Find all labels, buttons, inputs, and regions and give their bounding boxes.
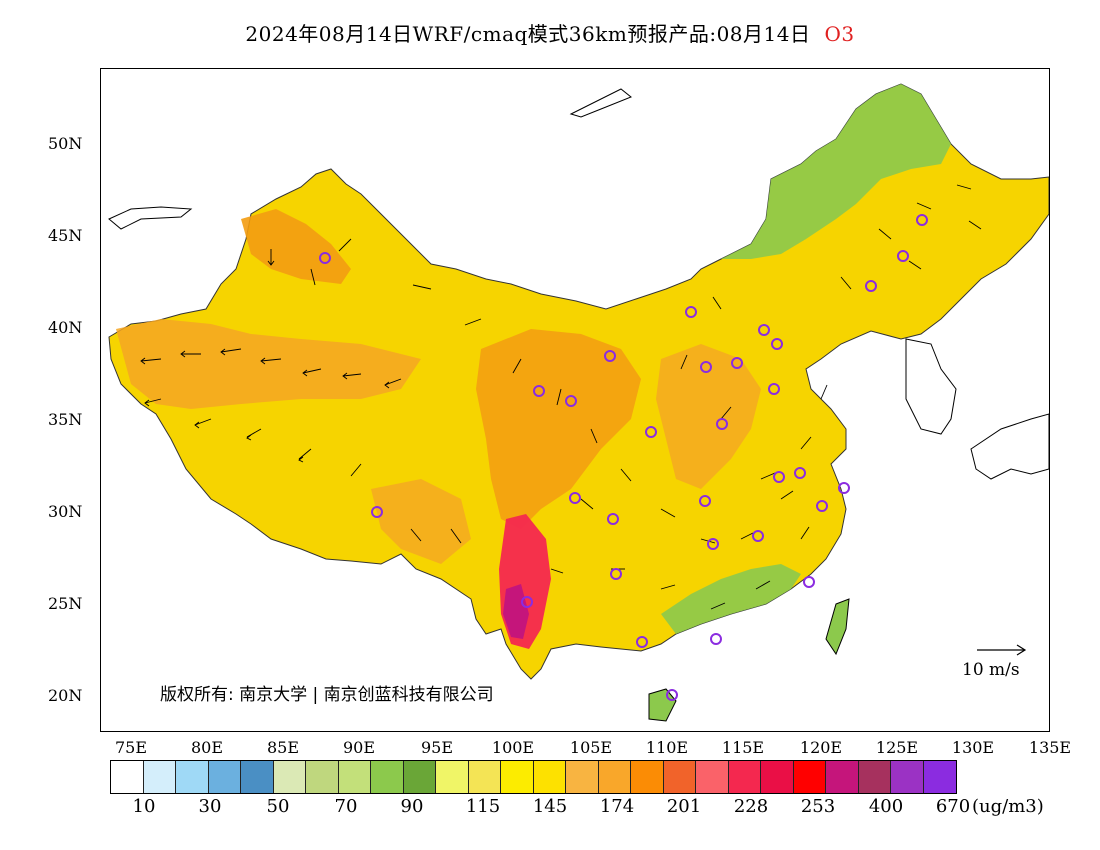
lon-label-115e: 115E <box>721 738 765 757</box>
legend-swatch <box>566 761 599 793</box>
legend-swatch <box>501 761 534 793</box>
lon-label-85e: 85E <box>266 738 300 757</box>
lat-label-50n: 50N <box>48 134 83 153</box>
ozone-plume-north-west <box>241 209 351 284</box>
legend-label-145: 145 <box>532 796 568 817</box>
legend-swatch <box>241 761 274 793</box>
lon-label-100e: 100E <box>491 738 535 757</box>
legend-label-70: 70 <box>334 796 358 817</box>
korea-coastline <box>905 338 957 435</box>
copyright-notice: 版权所有: 南京大学 | 南京创蓝科技有限公司 <box>160 685 494 705</box>
legend-label-201: 201 <box>666 796 702 817</box>
lon-label-135e: 135E <box>1028 738 1072 757</box>
legend-label-90: 90 <box>400 796 424 817</box>
legend-swatch <box>468 761 501 793</box>
lat-label-20n: 20N <box>48 686 83 705</box>
japan-coastline <box>970 413 1049 480</box>
kazakhstan-lake <box>108 206 193 230</box>
wind-reference-arrow-icon <box>977 644 1027 656</box>
legend-swatch <box>338 761 371 793</box>
legend-swatch <box>793 761 826 793</box>
ozone-plume-central <box>476 329 641 529</box>
wind-vectors <box>140 184 982 610</box>
legend-swatch <box>208 761 241 793</box>
lon-label-105e: 105E <box>569 738 613 757</box>
taiwan-coastline <box>825 598 850 656</box>
legend-unit: (ug/m3) <box>972 796 1044 817</box>
low-ozone-northeast <box>721 84 951 259</box>
legend-label-174: 174 <box>599 796 635 817</box>
legend-swatch <box>696 761 729 793</box>
lat-label-25n: 25N <box>48 594 83 613</box>
ozone-plume-tibet <box>371 479 471 564</box>
russia-coastline <box>569 88 632 118</box>
legend-label-10: 10 <box>132 796 156 817</box>
lat-label-45n: 45N <box>48 226 83 245</box>
legend-swatch <box>176 761 209 793</box>
concentration-map <box>108 83 1049 722</box>
city-markers <box>319 214 928 701</box>
ozone-plume-east <box>656 344 761 489</box>
legend-swatch <box>923 761 956 793</box>
lon-label-125e: 125E <box>875 738 919 757</box>
legend-swatch <box>403 761 436 793</box>
map-panel <box>100 68 1050 732</box>
lat-label-40n: 40N <box>48 318 83 337</box>
ozone-plume-west <box>116 319 421 409</box>
legend-swatch <box>111 761 144 793</box>
legend-swatch <box>891 761 924 793</box>
hainan-coastline <box>648 688 677 722</box>
map-title: 2024年08月14日WRF/cmaq模式36km预报产品:08月14日 O3 <box>0 18 1100 47</box>
ozone-peak-yunnan-core <box>503 584 529 639</box>
lon-label-80e: 80E <box>190 738 224 757</box>
legend-swatch <box>533 761 566 793</box>
legend-swatch <box>858 761 891 793</box>
legend-swatch <box>273 761 306 793</box>
legend-label-50: 50 <box>266 796 290 817</box>
legend-swatch <box>371 761 404 793</box>
lat-label-35n: 35N <box>48 410 83 429</box>
legend-swatch <box>306 761 339 793</box>
pollutant-species: O3 <box>824 22 855 46</box>
lon-label-110e: 110E <box>645 738 689 757</box>
lon-label-95e: 95E <box>420 738 454 757</box>
legend-swatch <box>631 761 664 793</box>
legend-label-400: 400 <box>868 796 904 817</box>
legend-swatch <box>826 761 859 793</box>
legend-label-670: 670 <box>935 796 971 817</box>
title-text: 2024年08月14日WRF/cmaq模式36km预报产品:08月14日 <box>245 22 811 46</box>
legend-swatch <box>143 761 176 793</box>
legend-swatch <box>663 761 696 793</box>
lon-label-120e: 120E <box>799 738 843 757</box>
legend-swatch <box>436 761 469 793</box>
lat-label-30n: 30N <box>48 502 83 521</box>
legend-label-30: 30 <box>198 796 222 817</box>
legend-swatch <box>598 761 631 793</box>
lon-label-75e: 75E <box>114 738 148 757</box>
legend-swatch <box>761 761 794 793</box>
legend-label-253: 253 <box>800 796 836 817</box>
low-ozone-south <box>661 564 801 634</box>
legend-swatch <box>728 761 761 793</box>
legend-label-228: 228 <box>733 796 769 817</box>
color-legend <box>110 760 957 794</box>
lon-label-130e: 130E <box>951 738 995 757</box>
wind-reference-label: 10 m/s <box>962 660 1020 680</box>
legend-label-115: 115 <box>465 796 501 817</box>
lon-label-90e: 90E <box>342 738 376 757</box>
